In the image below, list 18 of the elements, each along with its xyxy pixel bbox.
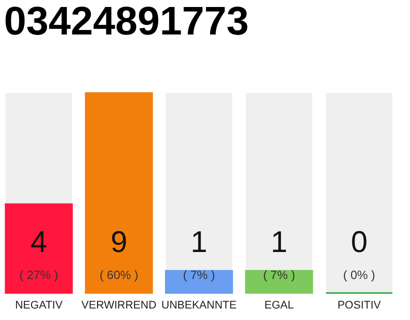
bar: [165, 270, 233, 294]
data-label: 1: [270, 226, 288, 259]
annotation: ( 0% ): [343, 268, 376, 282]
data-label: 9: [110, 226, 128, 259]
data-label: 4: [30, 226, 48, 259]
data-label: 1: [190, 226, 208, 259]
x-tick-label: POSITIV: [337, 300, 382, 312]
annotation: ( 7% ): [263, 268, 296, 282]
data-label: 0: [350, 226, 368, 259]
annotation: ( 7% ): [182, 268, 216, 282]
x-tick-label: EGAL: [264, 300, 294, 312]
bar: [245, 270, 314, 294]
chart-title: 03424891773: [4, 0, 249, 44]
annotation: ( 27% ): [19, 268, 58, 282]
x-tick-label: NEGATIV: [15, 300, 64, 312]
annotation: ( 60% ): [100, 268, 138, 282]
x-tick-label: UNBEKANNTE: [161, 300, 237, 312]
x-tick-label: VERWIRREND: [81, 300, 156, 312]
